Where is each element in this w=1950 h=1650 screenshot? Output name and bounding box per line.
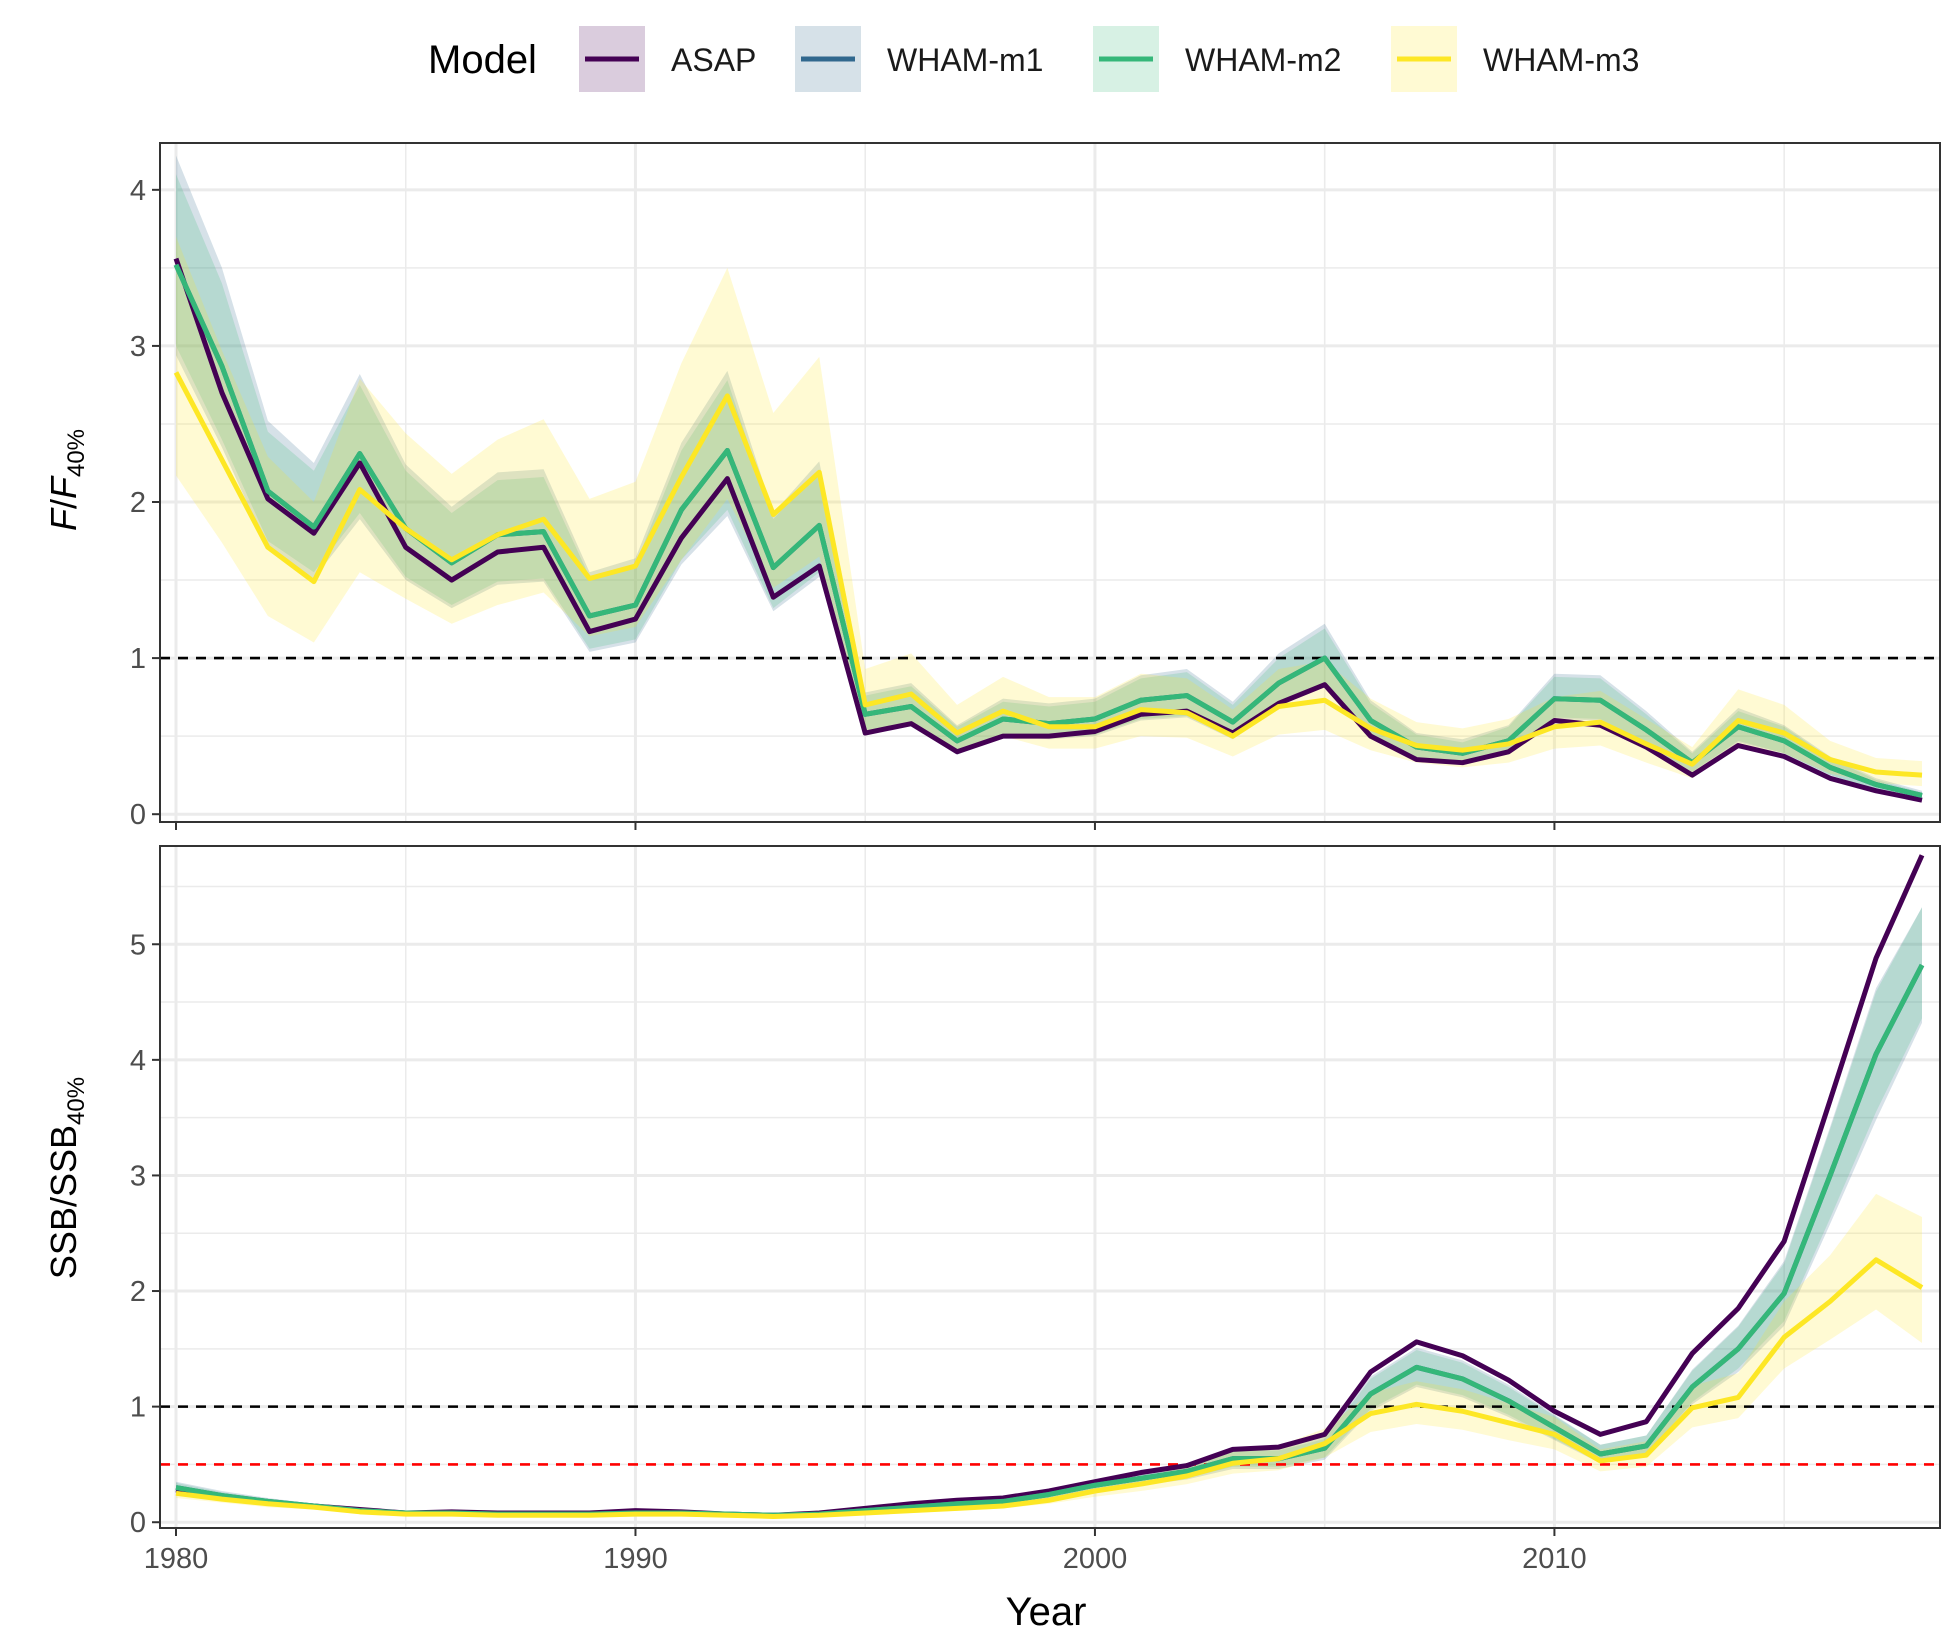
y-tick-label: 0: [130, 799, 146, 831]
y-tick-label: 1: [130, 643, 146, 675]
y-tick-label: 4: [130, 1045, 146, 1077]
legend-title: Model: [428, 38, 537, 82]
y-tick-label: 3: [130, 331, 146, 363]
panel-border: [159, 142, 1941, 823]
x-tick-label: 2000: [1063, 1543, 1128, 1575]
legend-label-wham-m2: WHAM-m2: [1185, 42, 1341, 78]
y-axis-title-bottom: SSB/SSB40%: [43, 1077, 90, 1279]
legend-label-asap: ASAP: [671, 42, 756, 78]
data-layer: [160, 155, 1940, 803]
series-line-asap: [173, 257, 1923, 803]
y-tick-label: 1: [130, 1392, 146, 1424]
bottom-panel-ssb-ratio: 0 1 2 3 4 5 1980 1990 2000 2010: [130, 845, 1941, 1575]
y-tick-label: 4: [130, 175, 146, 207]
series-line-wham-m3: [175, 1257, 1924, 1519]
y-tick-label: 2: [130, 1276, 146, 1308]
top-panel-f-ratio: 0 1 2 3 4: [130, 142, 1941, 831]
ci-band-wham-m1: [176, 155, 1922, 799]
y-tick-label: 5: [130, 929, 146, 961]
legend: Model ASAP WHAM-m1 WHAM-m2 WHAM-m3: [428, 26, 1639, 92]
legend-label-wham-m3: WHAM-m3: [1483, 42, 1639, 78]
ci-band-wham-m2: [176, 174, 1922, 799]
series-line-wham-m3: [173, 371, 1923, 778]
x-tick-label: 2010: [1522, 1543, 1587, 1575]
y-tick-label: 0: [130, 1507, 146, 1539]
x-tick-label: 1990: [603, 1543, 668, 1575]
x-tick-label: 1980: [144, 1543, 209, 1575]
y-axis-title-top: F/F40%: [43, 429, 90, 531]
panel-background: [160, 143, 1940, 822]
y-tick-label: 2: [130, 487, 146, 519]
x-axis-title: Year: [1006, 1590, 1087, 1634]
y-tick-label: 3: [130, 1160, 146, 1192]
data-layer: [160, 854, 1940, 1519]
legend-label-wham-m1: WHAM-m1: [887, 42, 1043, 78]
panel-background: [160, 846, 1940, 1528]
panel-border: [159, 845, 1941, 1529]
